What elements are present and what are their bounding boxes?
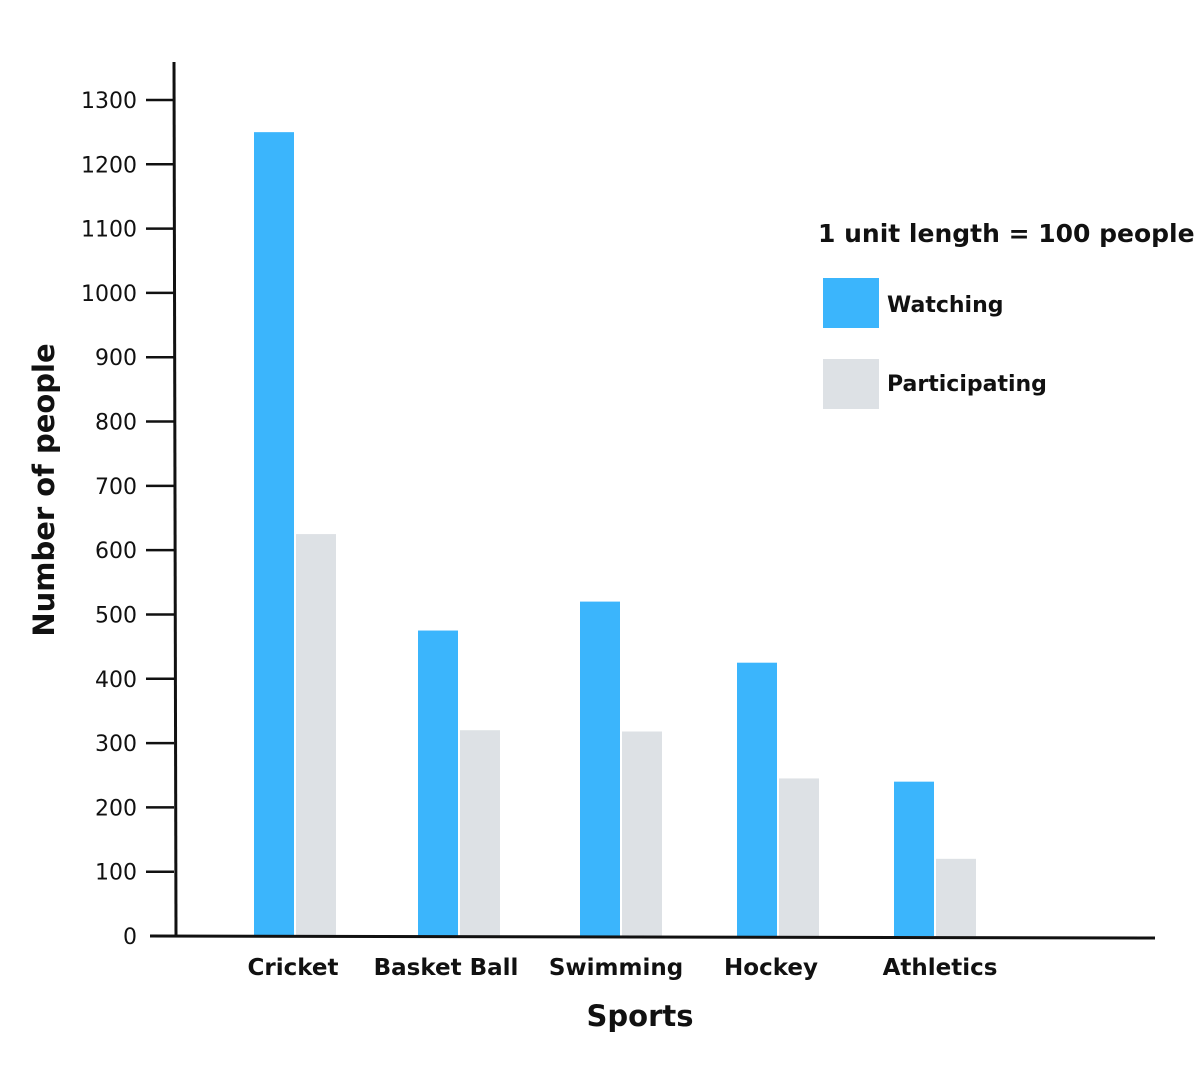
y-tick-label: 900 xyxy=(95,346,137,371)
x-category-label: Cricket xyxy=(247,955,338,981)
y-tick-label: 600 xyxy=(95,539,137,564)
y-axis-title: Number of people xyxy=(27,343,61,636)
bar-watching-basket-ball xyxy=(418,630,458,936)
y-tick-label: 400 xyxy=(95,668,137,693)
x-labels-group: Cricket Basket Ball Swimming Hockey Athletic… xyxy=(247,955,997,981)
bar-watching-swimming xyxy=(580,601,620,936)
y-tick-label: 0 xyxy=(123,925,137,950)
bar-participating-cricket xyxy=(296,534,336,936)
x-category-label: Swimming xyxy=(549,955,683,981)
x-category-label: Basket Ball xyxy=(374,955,519,981)
x-axis-title: Sports xyxy=(587,999,694,1033)
y-tick-label: 200 xyxy=(95,796,137,821)
x-category-label: Athletics xyxy=(883,955,998,981)
y-tick-label: 1100 xyxy=(81,218,137,243)
x-axis-line xyxy=(149,934,1156,940)
legend-swatch-watching xyxy=(823,278,879,328)
y-axis-line xyxy=(172,61,178,938)
bar-participating-swimming xyxy=(622,731,662,936)
y-tick-label: 300 xyxy=(95,732,137,757)
bar-participating-basket-ball xyxy=(460,730,500,936)
y-tick-label: 500 xyxy=(95,603,137,628)
bar-watching-hockey xyxy=(737,662,777,936)
legend-title: 1 unit length = 100 people xyxy=(818,219,1195,248)
y-ticks-group: 0 100 200 300 400 500 600 700 800 900 1000 1100 1200… xyxy=(81,89,174,950)
y-tick-label: 1300 xyxy=(81,89,137,114)
legend-label-participating: Participating xyxy=(887,372,1047,397)
y-tick-label: 1000 xyxy=(81,282,137,307)
bars-group xyxy=(254,132,976,937)
y-tick-label: 1200 xyxy=(81,153,137,178)
legend-item-participating: Participating xyxy=(823,359,1047,409)
bar-participating-athletics xyxy=(936,858,976,936)
bar-participating-hockey xyxy=(779,778,819,936)
legend-item-watching: Watching xyxy=(823,278,1004,328)
y-tick-label: 800 xyxy=(95,411,137,436)
bar-watching-athletics xyxy=(894,781,934,936)
legend-label-watching: Watching xyxy=(887,293,1004,318)
bar-watching-cricket xyxy=(254,132,294,937)
y-tick-label: 100 xyxy=(95,861,137,886)
legend-swatch-participating xyxy=(823,359,879,409)
x-category-label: Hockey xyxy=(724,955,818,981)
y-tick-label: 700 xyxy=(95,475,137,500)
